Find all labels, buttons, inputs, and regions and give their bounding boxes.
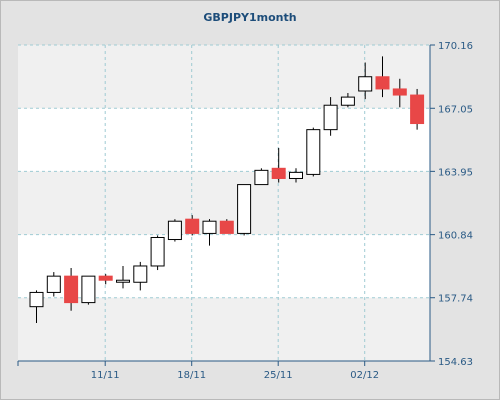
y-tick-label: 167.05 — [438, 104, 473, 115]
candle-body-down — [98, 275, 113, 281]
y-axis: 154.63 157.74 160.84 163.95 167.05 170.16 — [429, 41, 473, 368]
candle — [133, 261, 148, 291]
x-tick-label: 11/11 — [91, 370, 120, 381]
candles — [29, 56, 425, 323]
x-tick-label: 18/11 — [177, 370, 206, 381]
plot-band — [18, 297, 430, 361]
candle-body-up — [358, 76, 373, 92]
candle-body-down — [219, 220, 234, 234]
chart-title: GBPJPY1month — [203, 11, 296, 24]
candle — [358, 62, 373, 100]
candle-body-up — [306, 129, 321, 175]
candle-body-up — [202, 220, 217, 234]
candle-body-down — [375, 76, 390, 90]
candle — [306, 127, 321, 177]
candle-body-up — [167, 220, 182, 241]
candle-body-down — [410, 94, 425, 125]
candle-body-up — [81, 275, 96, 304]
candle — [340, 93, 355, 108]
y-tick-label: 157.74 — [438, 294, 473, 305]
candle-body-down — [185, 218, 200, 234]
candle — [64, 268, 79, 311]
candle — [202, 219, 217, 246]
candle-body-up — [323, 104, 338, 131]
candle-body-up — [150, 236, 165, 267]
candle — [375, 56, 390, 98]
y-tick-label: 160.84 — [438, 231, 473, 242]
candle — [323, 97, 338, 136]
candle — [392, 78, 407, 108]
y-tick-label: 170.16 — [438, 41, 473, 52]
candle — [237, 184, 252, 236]
candle-body-up — [133, 265, 148, 283]
candle-body-down — [271, 167, 286, 179]
candle-body-down — [392, 88, 407, 96]
plot-area — [18, 44, 430, 362]
candle-body-up — [254, 169, 269, 186]
candle-body-up — [340, 96, 355, 106]
candle — [254, 168, 269, 186]
candle — [81, 275, 96, 305]
y-tick-label: 163.95 — [438, 167, 473, 178]
candle-body-down — [64, 275, 79, 304]
candle-body-up — [237, 184, 252, 234]
candle — [98, 274, 113, 285]
candle — [167, 219, 182, 242]
candle — [219, 219, 234, 234]
x-tick-label: 02/12 — [350, 370, 379, 381]
candle — [150, 235, 165, 271]
candle — [271, 147, 286, 183]
candle — [46, 272, 61, 297]
x-axis: 11/11 18/11 25/11 02/12 — [17, 360, 430, 381]
candle-body-up — [29, 291, 44, 308]
candle-body-up — [116, 279, 130, 283]
y-tick-label: 154.63 — [438, 357, 473, 368]
candle — [410, 88, 425, 130]
candle — [29, 290, 44, 323]
candle-body-up — [289, 171, 303, 179]
candle-body-up — [46, 275, 61, 293]
x-tick-label: 25/11 — [264, 370, 293, 381]
candle — [185, 215, 200, 236]
candle — [289, 168, 303, 183]
candle — [116, 265, 130, 289]
